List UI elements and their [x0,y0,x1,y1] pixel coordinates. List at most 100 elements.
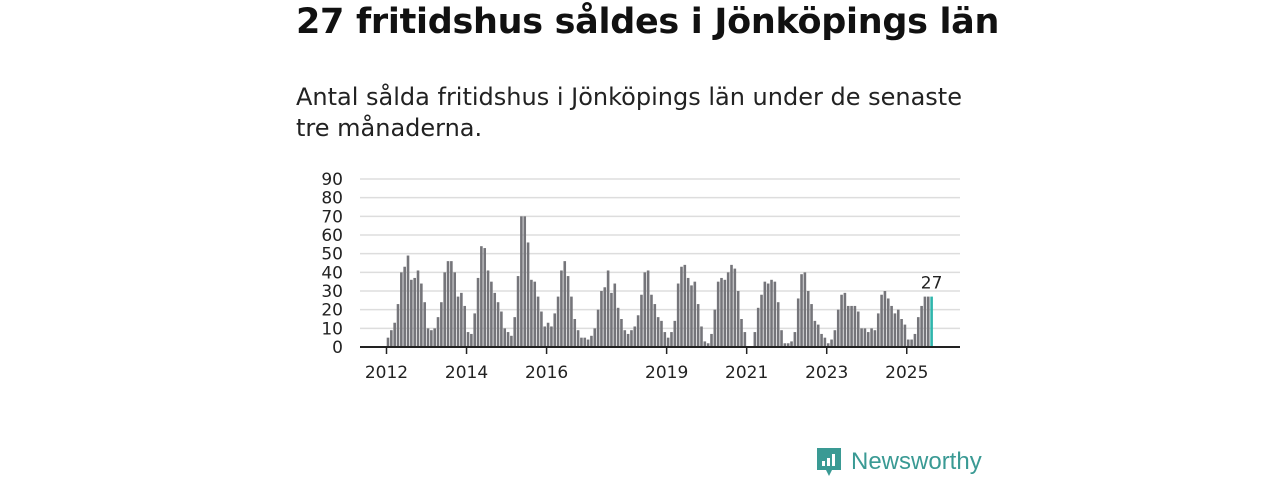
bar [690,285,693,347]
bar [766,283,770,347]
bar [636,315,640,347]
bar [673,320,677,347]
bar [716,281,720,347]
bar [846,305,850,347]
bar [843,292,847,347]
bar [866,332,870,347]
bar [850,305,853,347]
bar [503,328,507,347]
bar [533,281,537,347]
bar [643,272,647,347]
bar [800,274,803,347]
x-tick-label: 2025 [885,363,928,383]
bar [913,333,917,347]
bar [406,255,410,347]
bar [466,332,470,347]
bar [513,317,517,347]
bar [693,281,697,347]
y-tick-label: 80 [321,189,343,209]
bar [520,216,523,347]
y-tick-label: 60 [321,226,343,246]
x-tick-label: 2014 [445,363,488,383]
bar [420,283,423,347]
bar [616,307,620,347]
bar [726,272,730,347]
bar [756,307,760,347]
bar [696,304,700,347]
bar [440,302,443,347]
bar [830,339,833,347]
bar [596,309,600,347]
bar [663,332,667,347]
bar [593,328,597,347]
bar [563,261,567,347]
chart-title: 27 fritidshus såldes i Jönköpings län [296,2,1000,42]
newsworthy-logo-icon [817,448,841,476]
bar [450,261,453,347]
bar [423,302,426,347]
bar [486,270,490,347]
bar [863,328,867,347]
bar [460,292,463,347]
bar [410,279,413,347]
bar [880,294,883,347]
bar [893,313,897,347]
bar [903,324,907,347]
x-tick-label: 2023 [805,363,848,383]
bar [600,291,603,347]
bar [580,337,583,347]
bar [463,305,467,347]
bar [546,322,550,347]
bar [916,317,920,347]
y-tick-label: 20 [321,301,343,321]
bar [400,272,403,347]
x-tick-label: 2012 [365,363,408,383]
bar [630,330,633,347]
bar [543,326,547,347]
bar [490,281,493,347]
bar [500,311,503,347]
bar [506,332,510,347]
newsworthy-brand[interactable]: Newsworthy [815,446,982,478]
highlight-value-label: 27 [921,274,943,294]
bar [753,332,757,347]
bar [426,328,430,347]
bar [583,337,587,347]
bar [646,270,650,347]
bar [686,277,690,347]
x-tick-label: 2019 [645,363,688,383]
bar [413,277,416,347]
bar [566,276,570,347]
bar [860,328,863,347]
bar [900,319,903,347]
bar [496,302,500,347]
bar [906,339,910,347]
y-tick-label: 90 [321,170,343,190]
bar [710,333,713,347]
bar [453,272,456,347]
bar [670,332,673,347]
bar [493,292,497,347]
bar [803,272,807,347]
bar [826,343,830,347]
bar [810,304,813,347]
bar [443,272,446,347]
bar [896,309,900,347]
bar [570,296,573,347]
bar [730,264,733,347]
bar [876,313,880,347]
bar [776,302,780,347]
bar [386,337,390,347]
bar [806,291,810,347]
bar [573,319,577,347]
bar [773,281,777,347]
bar [816,324,820,347]
y-tick-label: 70 [321,207,343,227]
bar [603,287,607,347]
bar [633,326,637,347]
bar [733,268,737,347]
bar [510,335,513,347]
bar [706,343,710,347]
x-tick-label: 2016 [525,363,568,383]
y-tick-label: 10 [321,319,343,339]
